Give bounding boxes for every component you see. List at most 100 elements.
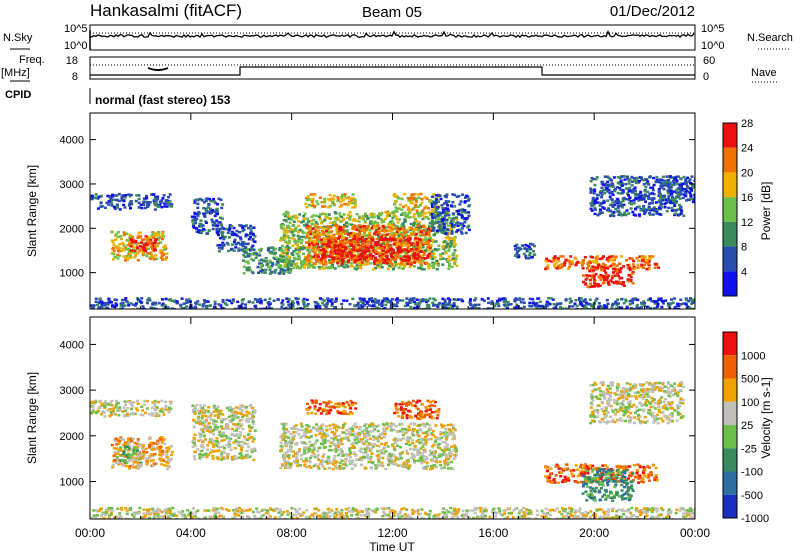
power-cell — [631, 188, 635, 192]
power-cell — [631, 210, 635, 214]
power-cell — [427, 211, 431, 214]
power-cell — [404, 259, 407, 262]
power-cell — [231, 233, 234, 237]
power-cell — [591, 202, 595, 205]
power-cell — [420, 197, 424, 201]
power-cell — [253, 298, 257, 301]
power-cell — [324, 266, 328, 269]
power-cell — [379, 264, 383, 267]
power-cell — [362, 217, 365, 221]
power-cell — [604, 271, 608, 274]
power-cell — [399, 248, 403, 252]
power-cell — [661, 302, 665, 305]
power-cell — [305, 198, 309, 202]
power-cell — [368, 234, 372, 237]
power-cell — [288, 258, 292, 261]
power-cell — [282, 219, 286, 222]
power-cell — [587, 263, 591, 266]
power-cell — [122, 244, 126, 247]
power-cell — [533, 253, 537, 256]
power-cell — [205, 197, 209, 200]
power-cell — [352, 218, 356, 221]
nsky-label: N.Sky — [3, 32, 33, 44]
power-cell — [304, 241, 308, 244]
power-cell — [414, 302, 418, 305]
power-cell — [341, 199, 345, 202]
power-cell — [403, 250, 406, 254]
power-cell — [616, 181, 620, 185]
power-cell — [364, 256, 368, 259]
velocity-cell — [126, 414, 130, 417]
power-cell — [640, 256, 644, 259]
power-cell — [111, 195, 115, 198]
power-cell — [381, 258, 385, 261]
power-cell — [589, 191, 593, 194]
power-cell — [371, 304, 375, 308]
power-cell — [637, 259, 641, 262]
power-cell — [109, 198, 113, 201]
power-cell — [535, 301, 539, 305]
power-cell — [618, 270, 622, 274]
power-cell — [408, 199, 412, 202]
power-cell — [268, 307, 272, 309]
power-cell — [164, 297, 168, 301]
power-blob — [430, 193, 472, 235]
power-cell — [637, 193, 640, 196]
power-cell — [431, 223, 435, 226]
power-cell — [437, 244, 441, 247]
velocity-cell — [135, 464, 139, 468]
power-cell — [430, 208, 434, 212]
power-cell — [237, 247, 241, 250]
power-cell — [385, 254, 389, 258]
power-cell — [196, 202, 200, 206]
power-cell — [459, 200, 463, 203]
power-cell — [564, 258, 568, 262]
power-cell — [581, 304, 585, 308]
power-cell — [359, 258, 363, 261]
velocity-cell — [104, 402, 108, 405]
power-cell — [408, 299, 412, 302]
power-cell — [614, 207, 618, 211]
power-cell — [624, 299, 628, 303]
power-cell — [420, 264, 424, 268]
power-cell — [428, 307, 431, 309]
power-cell — [629, 207, 633, 210]
power-cell — [311, 227, 315, 230]
power-cell — [463, 221, 467, 224]
power-cell — [415, 209, 419, 212]
velocity-cell — [111, 409, 115, 412]
nave-label: Nave — [751, 67, 777, 79]
power-cell — [327, 265, 331, 269]
power-cell — [428, 252, 432, 255]
power-cell — [366, 241, 370, 244]
power-cell — [333, 222, 337, 225]
power-cell — [239, 243, 243, 246]
power-cell — [338, 235, 341, 238]
velocity-cell — [130, 401, 134, 405]
power-cell — [381, 249, 385, 252]
power-cell — [450, 230, 454, 233]
power-cell — [386, 247, 390, 250]
power-cell — [658, 200, 662, 204]
power-cell — [574, 263, 578, 267]
power-cell — [465, 216, 469, 220]
power-cell — [376, 263, 380, 267]
power-cell — [454, 257, 458, 260]
velocity-cell — [106, 409, 110, 412]
power-cell — [354, 203, 358, 207]
power-cell — [200, 229, 204, 232]
power-cell — [607, 283, 611, 286]
power-cell — [593, 208, 597, 211]
power-cell — [586, 267, 589, 270]
power-cell — [330, 243, 334, 247]
power-cell — [554, 259, 558, 262]
power-cell — [100, 300, 104, 303]
power-cell — [113, 207, 117, 211]
power-cell — [428, 247, 432, 250]
power-cell — [296, 307, 300, 309]
power-cell — [440, 215, 444, 219]
power-cell — [106, 194, 110, 198]
power-cell — [161, 307, 165, 309]
power-cell — [290, 216, 294, 219]
